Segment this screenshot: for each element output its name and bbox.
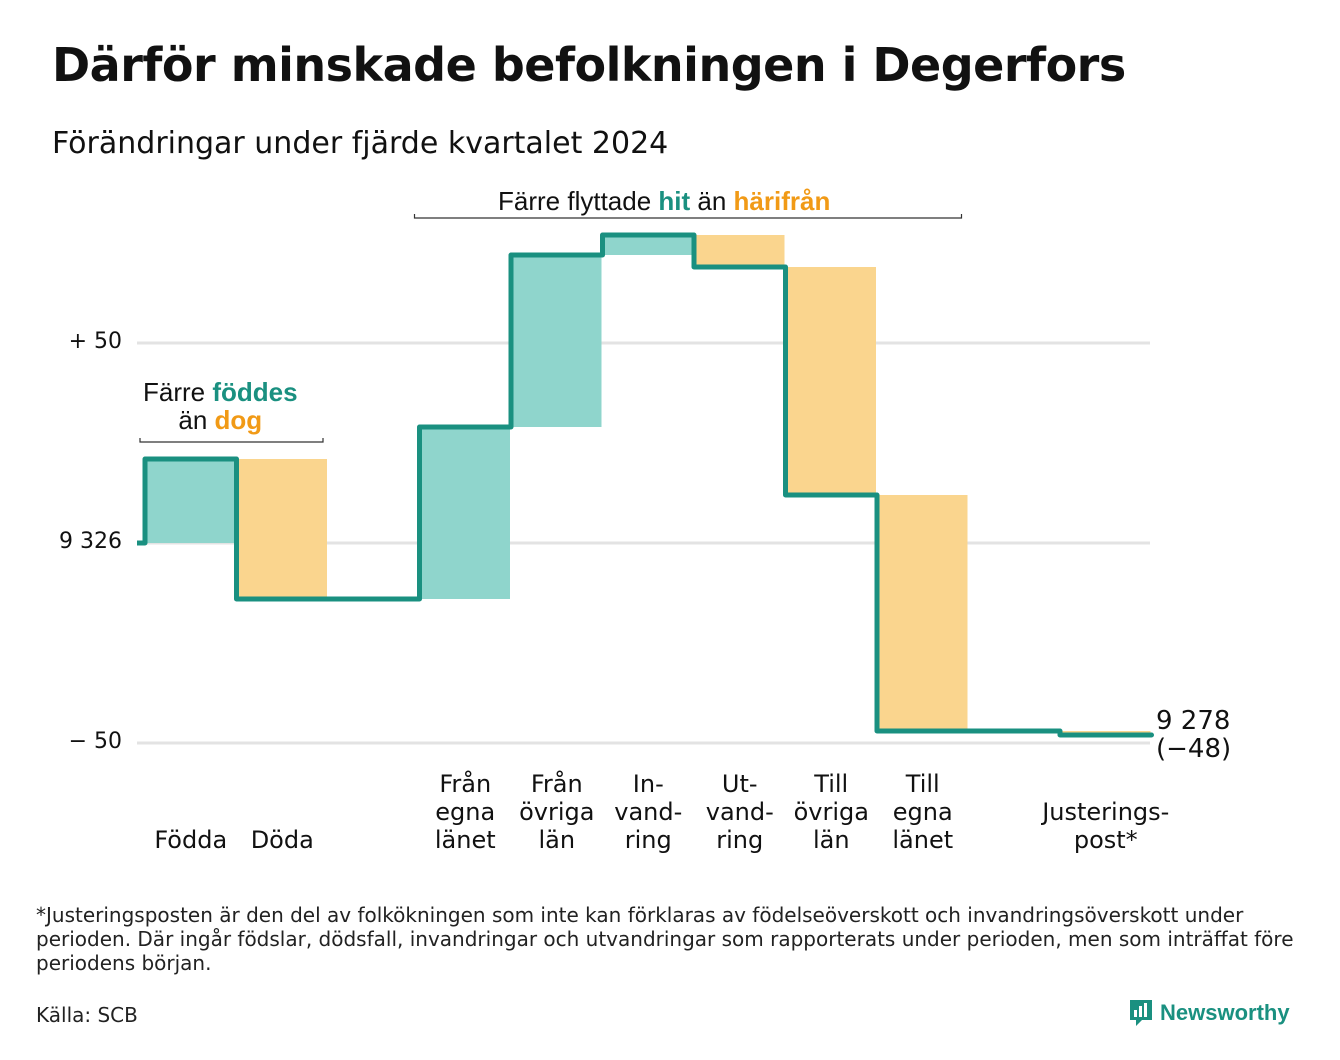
bar-0 — [145, 459, 236, 543]
category-label-3: Från övriga län — [519, 770, 595, 854]
newsworthy-logo: Newsworthy — [1128, 998, 1290, 1028]
category-label-6: Till övriga län — [793, 770, 869, 854]
bar-6 — [785, 267, 876, 495]
y-tick-label-1: 9 326 — [59, 529, 122, 554]
annotation-died-word: dog — [214, 405, 263, 435]
chart-title: Därför minskade befolkningen i Degerfors — [52, 38, 1126, 92]
footnote: *Justeringsposten är den del av folkökni… — [36, 903, 1294, 975]
category-label-8: Justerings- post* — [1042, 798, 1170, 854]
end-value-label: 9 278 (−48) — [1156, 707, 1231, 763]
waterfall-chart — [137, 214, 1154, 745]
bar-5 — [694, 235, 785, 267]
annotation-than2-text: än — [690, 186, 734, 216]
annotation-migration: Färre flyttade hit än härifrån — [498, 186, 830, 217]
category-label-5: Ut- vand- ring — [705, 770, 774, 854]
cumulative-step-line — [137, 232, 1154, 738]
bars — [145, 235, 1151, 735]
annotation-born-word: föddes — [212, 377, 298, 407]
bar-4 — [602, 235, 693, 255]
chart-subtitle: Förändringar under fjärde kvartalet 2024 — [52, 126, 669, 161]
annotation-brackets — [139, 214, 963, 443]
y-tick-label-2: − 50 — [68, 729, 122, 754]
newsworthy-bar-chart-icon — [1130, 1000, 1152, 1026]
annotation-moved-text: Färre flyttade — [498, 186, 659, 216]
category-label-0: Födda — [154, 826, 228, 854]
bracket-migration — [413, 214, 963, 219]
annotation-fewer-text: Färre — [143, 377, 213, 407]
annotation-birth-death: Färre föddes än dog — [143, 378, 298, 434]
category-label-4: In- vand- ring — [614, 770, 683, 854]
end-value: 9 278 — [1156, 706, 1231, 736]
bar-7 — [877, 495, 968, 731]
end-change: (−48) — [1156, 734, 1232, 764]
annotation-away-word: härifrån — [733, 186, 831, 216]
bar-3 — [511, 255, 602, 427]
bar-2 — [419, 427, 510, 599]
category-label-1: Döda — [250, 826, 314, 854]
annotation-than-text: än — [178, 405, 215, 435]
source-label: Källa: SCB — [36, 1003, 138, 1027]
annotation-here-word: hit — [658, 186, 691, 216]
newsworthy-logo-text: Newsworthy — [1160, 1000, 1290, 1025]
y-tick-label-0: + 50 — [68, 329, 122, 354]
bracket-birth-death — [139, 438, 324, 443]
category-label-2: Från egna länet — [434, 770, 496, 854]
bar-1 — [236, 459, 327, 599]
category-label-7: Till egna länet — [892, 770, 954, 854]
